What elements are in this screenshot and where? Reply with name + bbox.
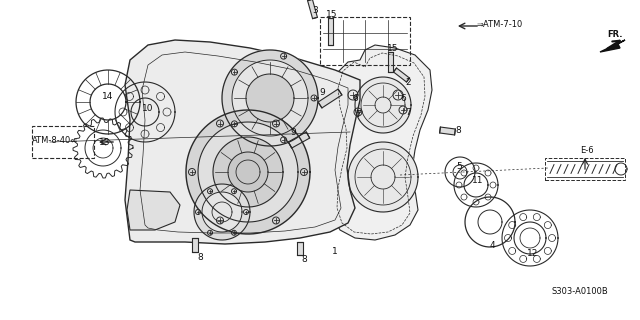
Polygon shape bbox=[228, 152, 268, 192]
Text: 8: 8 bbox=[197, 253, 203, 262]
Polygon shape bbox=[348, 142, 418, 212]
Polygon shape bbox=[202, 192, 242, 232]
Polygon shape bbox=[194, 184, 250, 240]
Text: E-6: E-6 bbox=[580, 146, 594, 155]
Text: 15: 15 bbox=[326, 10, 338, 19]
Polygon shape bbox=[186, 110, 310, 234]
Polygon shape bbox=[198, 122, 298, 222]
Text: S303-A0100B: S303-A0100B bbox=[552, 287, 609, 297]
Polygon shape bbox=[440, 127, 456, 135]
Polygon shape bbox=[127, 190, 180, 230]
Polygon shape bbox=[355, 77, 411, 133]
Text: ⇒ATM-7-10: ⇒ATM-7-10 bbox=[477, 20, 523, 28]
Text: 11: 11 bbox=[472, 175, 484, 185]
Polygon shape bbox=[308, 0, 317, 19]
Text: 4: 4 bbox=[489, 241, 495, 250]
Text: 8: 8 bbox=[301, 255, 307, 265]
Polygon shape bbox=[600, 40, 625, 52]
Text: 6: 6 bbox=[400, 93, 406, 102]
Polygon shape bbox=[330, 45, 432, 240]
Polygon shape bbox=[387, 52, 392, 72]
Polygon shape bbox=[246, 74, 294, 122]
Text: 7: 7 bbox=[405, 108, 411, 116]
Polygon shape bbox=[297, 242, 303, 255]
Text: 14: 14 bbox=[102, 92, 114, 100]
Text: 6: 6 bbox=[352, 93, 358, 102]
Text: ATM-8-40⇐: ATM-8-40⇐ bbox=[32, 135, 78, 145]
Text: 3: 3 bbox=[312, 5, 318, 14]
Text: 15: 15 bbox=[387, 44, 399, 52]
Polygon shape bbox=[288, 132, 310, 148]
Text: 9: 9 bbox=[319, 87, 325, 97]
Polygon shape bbox=[394, 68, 410, 82]
Polygon shape bbox=[232, 60, 308, 136]
Text: 5: 5 bbox=[456, 162, 462, 171]
Text: 10: 10 bbox=[142, 103, 154, 113]
Text: 7: 7 bbox=[355, 109, 361, 118]
Polygon shape bbox=[318, 89, 342, 108]
Text: 2: 2 bbox=[405, 77, 411, 86]
Text: 1: 1 bbox=[332, 247, 338, 257]
Text: 9: 9 bbox=[290, 127, 296, 137]
Polygon shape bbox=[125, 40, 360, 244]
Polygon shape bbox=[222, 50, 318, 146]
Text: 12: 12 bbox=[527, 250, 539, 259]
Text: 13: 13 bbox=[99, 138, 111, 147]
Text: FR.: FR. bbox=[607, 29, 623, 38]
Text: 8: 8 bbox=[455, 125, 461, 134]
Polygon shape bbox=[192, 238, 198, 252]
Polygon shape bbox=[328, 18, 333, 45]
Polygon shape bbox=[213, 137, 283, 207]
